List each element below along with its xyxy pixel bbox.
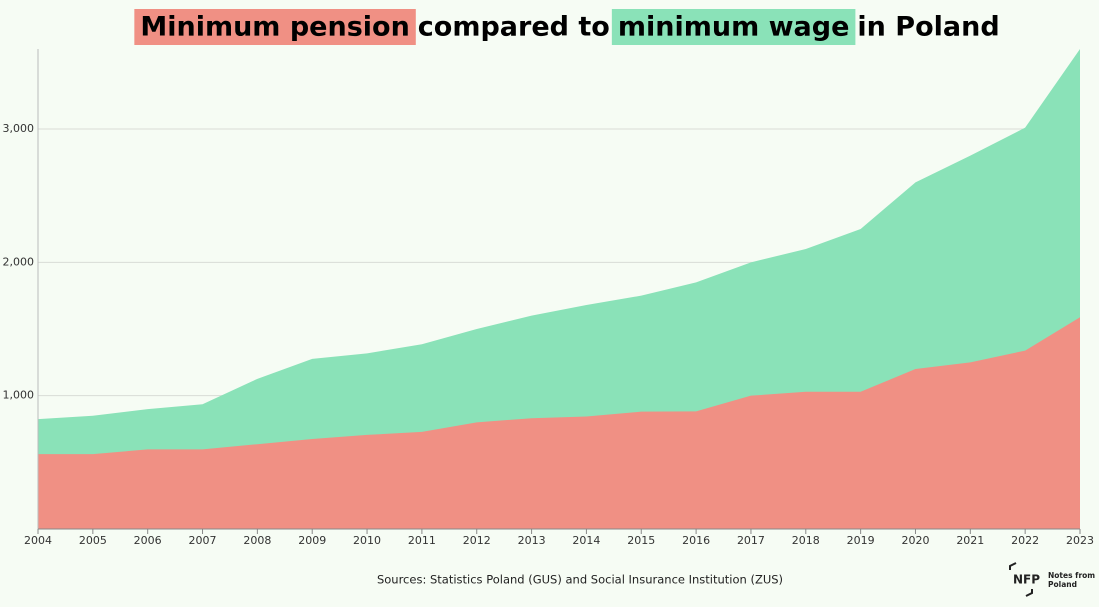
x-tick-label: 2004 [24, 534, 52, 547]
y-tick-label: 2,000 [3, 255, 35, 268]
x-tick-label: 2012 [463, 534, 491, 547]
logo-mark: NFP [1013, 573, 1040, 587]
x-tick-label: 2010 [353, 534, 381, 547]
logo: NFP Notes from Poland [1009, 562, 1095, 597]
logo-text: Poland [1048, 580, 1077, 589]
x-tick-label: 2009 [298, 534, 326, 547]
x-tick-label: 2007 [189, 534, 217, 547]
x-tick-label: 2005 [79, 534, 107, 547]
x-tick-label: 2008 [243, 534, 271, 547]
source-note: Sources: Statistics Poland (GUS) and Soc… [377, 573, 783, 587]
chart-title: Minimum pension compared to minimum wage in… [134, 9, 1000, 45]
x-tick-label: 2013 [518, 534, 546, 547]
title-part: minimum wage [618, 12, 850, 43]
title-highlight [611, 9, 856, 45]
title-highlight [134, 9, 416, 45]
x-tick-label: 2011 [408, 534, 436, 547]
x-tick-label: 2006 [134, 534, 162, 547]
y-tick-label: 3,000 [3, 122, 35, 135]
title-part: in Poland [857, 12, 999, 43]
x-tick-label: 2015 [627, 534, 655, 547]
x-tick-label: 2018 [792, 534, 820, 547]
x-tick-label: 2019 [847, 534, 875, 547]
x-tick-label: 2020 [901, 534, 929, 547]
x-tick-label: 2021 [956, 534, 984, 547]
x-tick-label: 2016 [682, 534, 710, 547]
x-tick-label: 2023 [1066, 534, 1094, 547]
areas [38, 49, 1080, 529]
logo-text: Notes from [1048, 571, 1095, 580]
y-tick-label: 1,000 [3, 389, 35, 402]
x-tick-label: 2014 [572, 534, 600, 547]
logo-frame [1009, 562, 1033, 597]
title-part: compared to [418, 12, 610, 43]
x-tick-label: 2022 [1011, 534, 1039, 547]
area [38, 317, 1080, 529]
title-part: Minimum pension [140, 12, 409, 43]
x-tick-label: 2017 [737, 534, 765, 547]
